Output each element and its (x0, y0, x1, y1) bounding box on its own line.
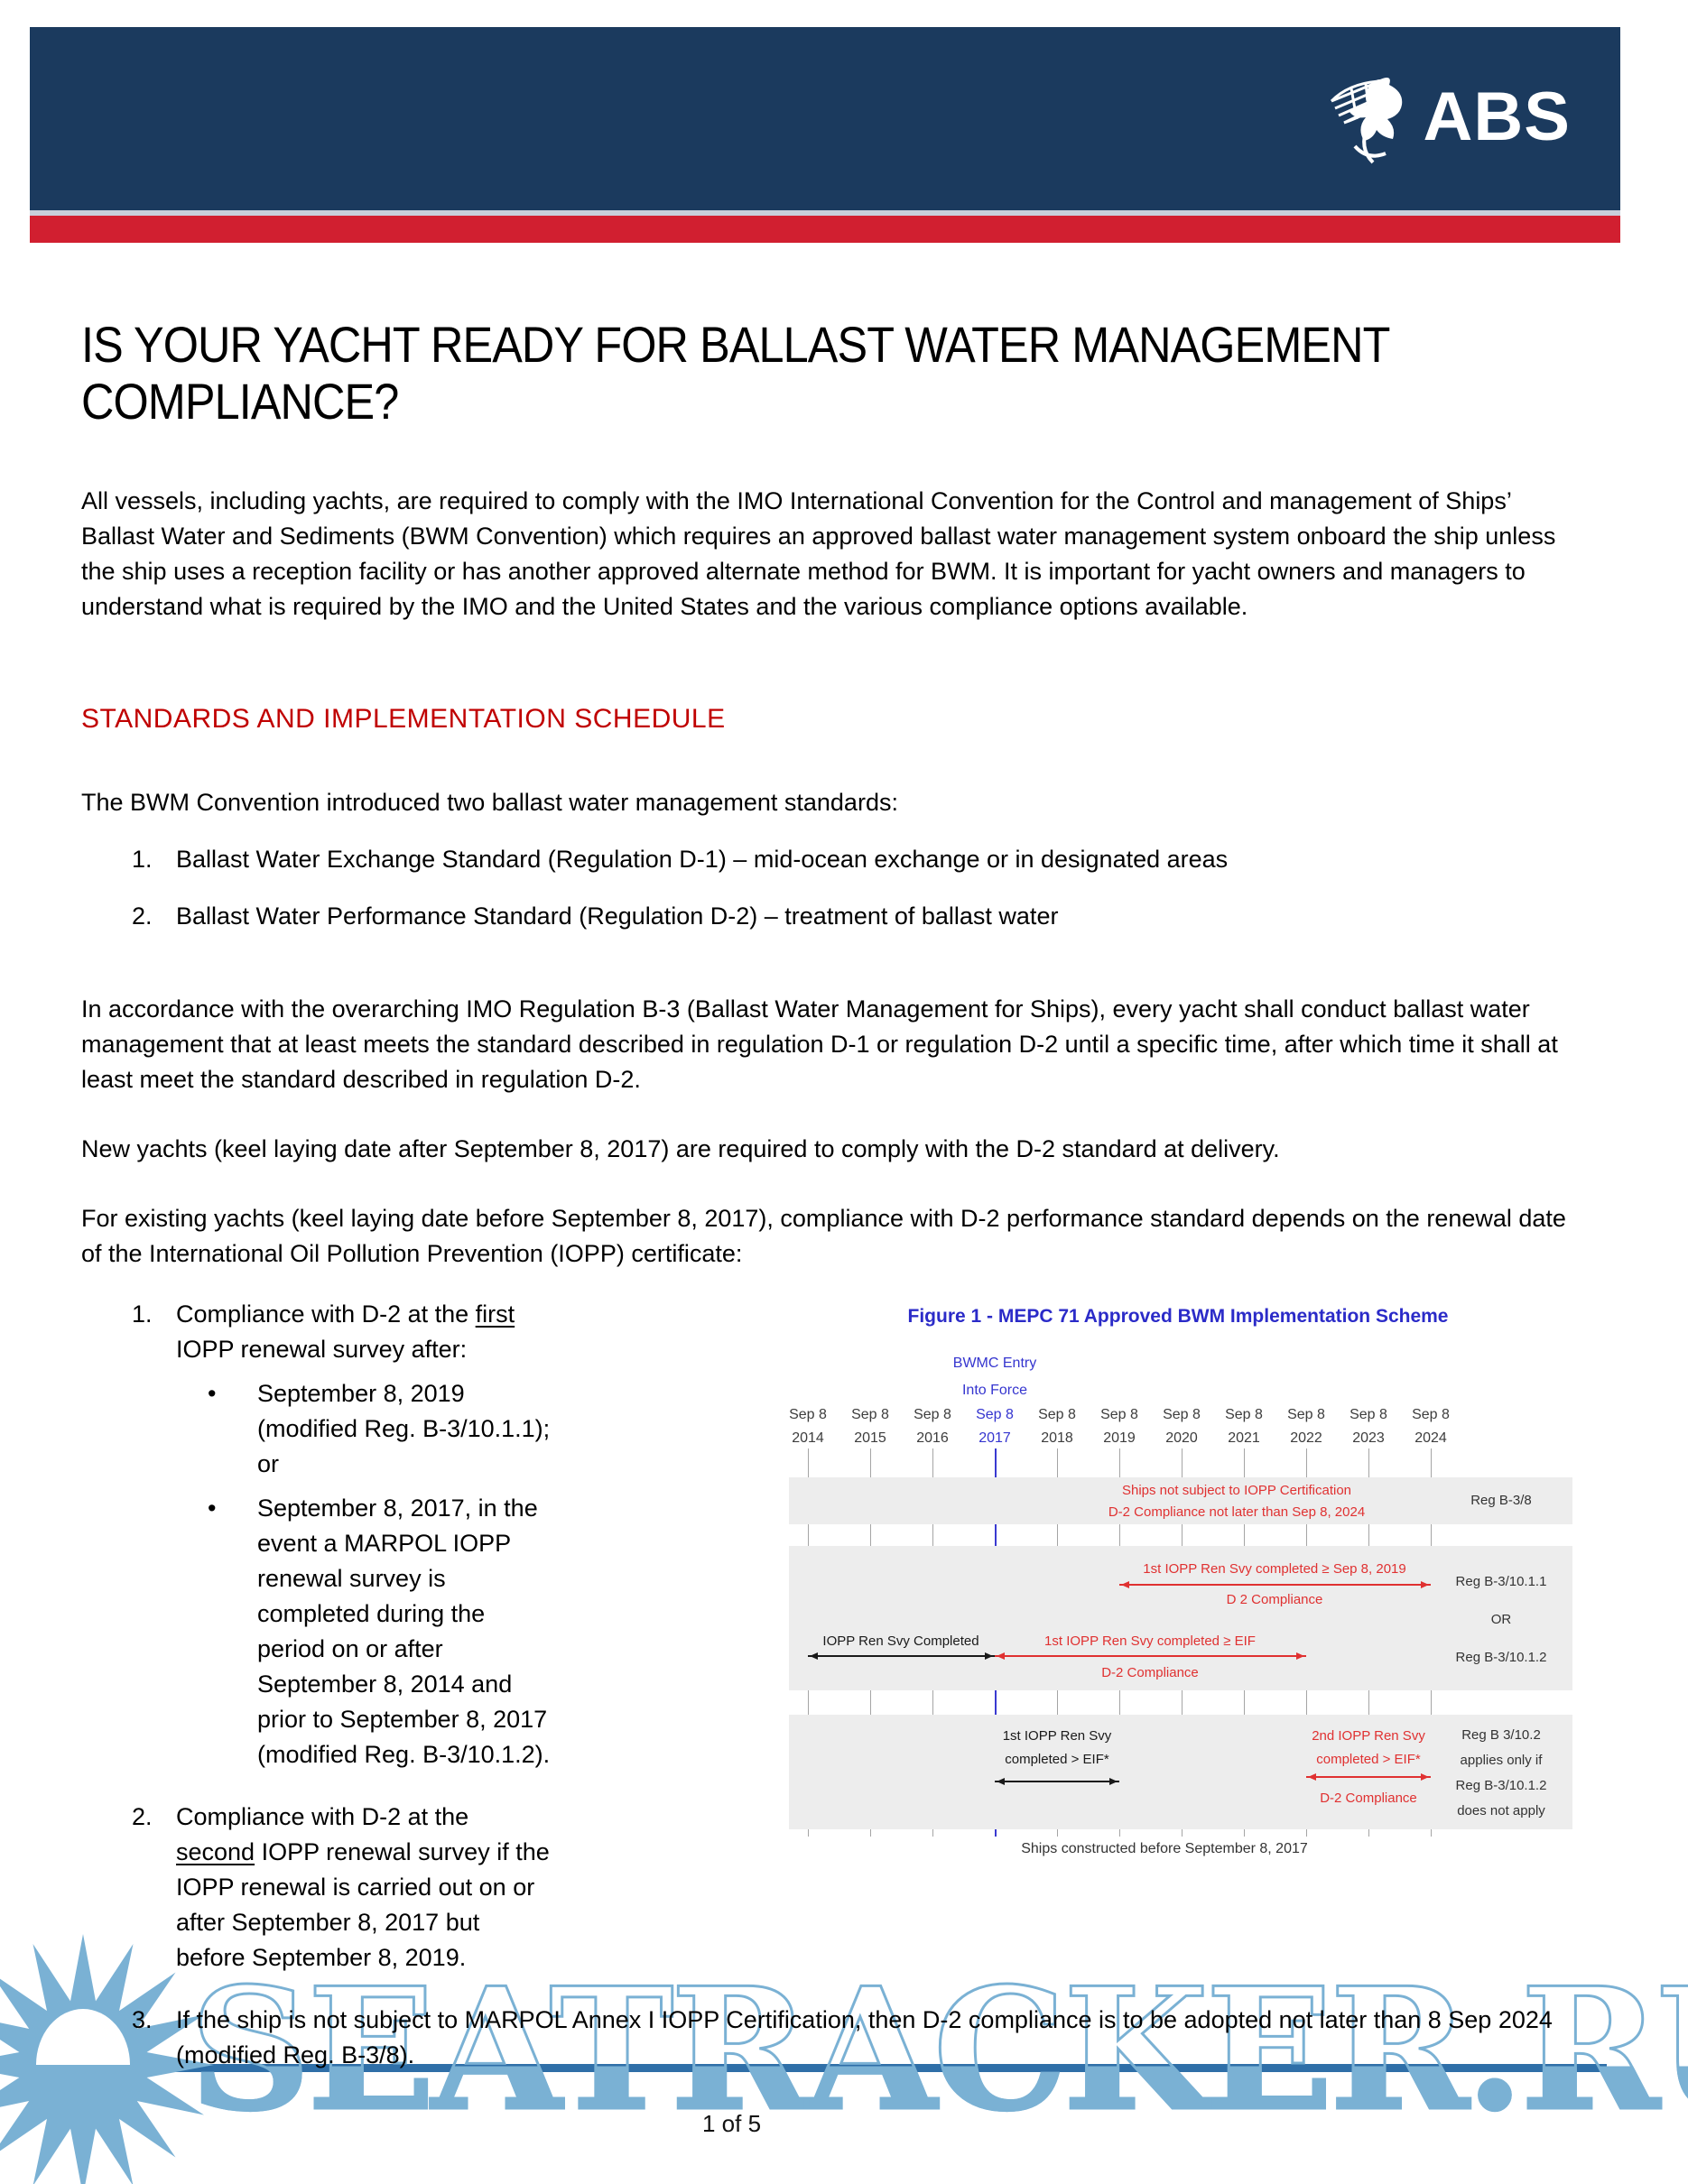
page-title-line2: COMPLIANCE? (81, 373, 399, 430)
band2-right-label1: Reg B-3/10.1.1 (1455, 1574, 1547, 1589)
band2-or-label: OR (1490, 1612, 1512, 1627)
item2-underlined: second (176, 1838, 255, 1865)
regulation-b3-paragraph: In accordance with the overarching IMO R… (81, 995, 1558, 1093)
list-text: Compliance with D-2 at the first IOPP re… (176, 1297, 551, 1367)
item1-pre: Compliance with D-2 at the (176, 1300, 476, 1328)
tick-label-2024: Sep 8 2024 (1412, 1407, 1450, 1446)
list-number: 1. (132, 1300, 153, 1328)
existing-yachts-paragraph: For existing yachts (keel laying date be… (81, 1205, 1566, 1267)
list-number: 1. (132, 846, 153, 873)
standards-item-1: 1. Ballast Water Exchange Standard (Regu… (81, 842, 1575, 877)
band3-right-label: Reg B 3/10.2 applies only if Reg B-3/10.… (1424, 1723, 1578, 1824)
figure-band-reg-b310-1 (789, 1546, 1572, 1690)
page-title: IS YOUR YACHT READY FOR BALLAST WATER MA… (81, 316, 1426, 430)
bullet-icon: • (208, 1495, 217, 1522)
band2-arrow1-label: 1st IOPP Ren Svy completed ≥ Sep 8, 2019 (1143, 1561, 1406, 1577)
compliance-item-2: 2. Compliance with D-2 at the second IOP… (81, 1800, 551, 1976)
band2-black-label: IOPP Ren Svy Completed (822, 1633, 979, 1649)
tick-label-2017: Sep 8 2017 (976, 1407, 1014, 1446)
abs-logo-text: ABS (1423, 79, 1571, 155)
figure-bwm-implementation-scheme: Figure 1 - MEPC 71 Approved BWM Implemen… (569, 1297, 1575, 1879)
compliance-item-3: 3. If the ship is not subject to MARPOL … (81, 2003, 1575, 2073)
document-content: IS YOUR YACHT READY FOR BALLAST WATER MA… (81, 316, 1575, 2073)
bullet-text: September 8, 2017, in the event a MARPOL… (257, 1495, 551, 1768)
page-number: 1 of 5 (702, 2110, 762, 2137)
band3-red-line1: 2nd IOPP Ren Svy (1312, 1728, 1425, 1744)
standards-intro: The BWM Convention introduced two ballas… (81, 789, 898, 816)
arrow-2022-to-2024 (1306, 1773, 1431, 1781)
tick-label-2022: Sep 8 2022 (1287, 1407, 1325, 1446)
list-number: 3. (132, 2006, 153, 2033)
tick-label-2020: Sep 8 2020 (1163, 1407, 1201, 1446)
figure-band-reg-b38 (789, 1477, 1572, 1524)
figure-caption: Ships constructed before September 8, 20… (1021, 1841, 1308, 1856)
arrow-2017-to-2022 (995, 1652, 1306, 1660)
tick-label-2015: Sep 8 2015 (851, 1407, 889, 1446)
tick-label-2014: Sep 8 2014 (789, 1407, 827, 1446)
list-text: Ballast Water Performance Standard (Regu… (176, 902, 1059, 930)
watermark-line (79, 2064, 1607, 2072)
bullet-text: September 8, 2019 (modified Reg. B-3/10.… (257, 1380, 551, 1477)
item1-underlined: first (475, 1300, 515, 1328)
band1-right-label: Reg B-3/8 (1470, 1493, 1532, 1508)
item2-pre: Compliance with D-2 at the (176, 1803, 469, 1830)
band1-line2: D-2 Compliance not later than Sep 8, 202… (1108, 1504, 1366, 1520)
tick-label-2019: Sep 8 2019 (1100, 1407, 1138, 1446)
compliance-item-1-bullet-1: • September 8, 2019 (modified Reg. B-3/1… (81, 1376, 551, 1482)
band3-black-line2: completed > EIF* (1005, 1752, 1109, 1767)
page-title-line1: IS YOUR YACHT READY FOR BALLAST WATER MA… (81, 316, 1390, 373)
arrow-2019-to-2024 (1119, 1581, 1431, 1588)
figure-band-reg-b310-2 (789, 1715, 1572, 1829)
section-heading: STANDARDS AND IMPLEMENTATION SCHEDULE (81, 704, 726, 734)
new-yachts-paragraph: New yachts (keel laying date after Septe… (81, 1135, 1280, 1162)
header-red-stripe (30, 216, 1620, 243)
band2-arrow1-sub: D 2 Compliance (1226, 1592, 1323, 1607)
band3-red-sub: D-2 Compliance (1320, 1791, 1417, 1806)
compliance-item-1-bullet-2: • September 8, 2017, in the event a MARP… (81, 1491, 551, 1772)
band2-arrow2-label: 1st IOPP Ren Svy completed ≥ EIF (1044, 1633, 1256, 1649)
arrow-2017-to-2019 (995, 1778, 1119, 1785)
tick-label-2021: Sep 8 2021 (1225, 1407, 1263, 1446)
band3-right-line2: applies only if (1460, 1753, 1543, 1768)
watermark-text: SEATRACKER.RU (188, 1964, 1688, 2134)
band2-arrow2-sub: D-2 Compliance (1101, 1665, 1199, 1680)
header-separator (30, 210, 1620, 216)
bullet-icon: • (208, 1380, 217, 1407)
watermark-sun-icon (0, 1934, 214, 2184)
band2-right-label2: Reg B-3/10.1.2 (1455, 1650, 1547, 1665)
tick-label-2023: Sep 8 2023 (1349, 1407, 1387, 1446)
band3-right-line1: Reg B 3/10.2 (1461, 1727, 1541, 1743)
band3-right-line3: Reg B-3/10.1.2 (1455, 1778, 1547, 1793)
abs-logo: ABS (1324, 63, 1571, 171)
band3-red-line2: completed > EIF* (1316, 1752, 1421, 1767)
compliance-item-1: 1. Compliance with D-2 at the first IOPP… (81, 1297, 551, 1367)
band1-line1: Ships not subject to IOPP Certification (1121, 1483, 1352, 1498)
bwmc-entry-label-line1: BWMC Entry (952, 1356, 1037, 1371)
list-text: Compliance with D-2 at the second IOPP r… (176, 1800, 551, 1976)
compliance-section: Figure 1 - MEPC 71 Approved BWM Implemen… (81, 1297, 1575, 2073)
list-number: 2. (132, 902, 153, 930)
bwmc-entry-label-line2: Into Force (961, 1383, 1028, 1398)
arrow-2014-to-2017 (808, 1652, 995, 1660)
list-text: Ballast Water Exchange Standard (Regulat… (176, 846, 1229, 873)
figure-title: Figure 1 - MEPC 71 Approved BWM Implemen… (907, 1306, 1449, 1327)
tick-label-2016: Sep 8 2016 (914, 1407, 951, 1446)
band3-right-line4: does not apply (1457, 1803, 1545, 1818)
standards-item-2: 2. Ballast Water Performance Standard (R… (81, 899, 1575, 934)
list-text: If the ship is not subject to MARPOL Ann… (176, 2006, 1553, 2068)
band3-black-line1: 1st IOPP Ren Svy (1002, 1728, 1112, 1744)
list-number: 2. (132, 1803, 153, 1830)
abs-eagle-icon (1330, 78, 1402, 164)
item2-post: IOPP renewal survey if the IOPP renewal … (176, 1838, 550, 1971)
item1-post: IOPP renewal survey after: (176, 1336, 468, 1363)
tick-label-2018: Sep 8 2018 (1038, 1407, 1076, 1446)
intro-paragraph: All vessels, including yachts, are requi… (81, 487, 1556, 620)
